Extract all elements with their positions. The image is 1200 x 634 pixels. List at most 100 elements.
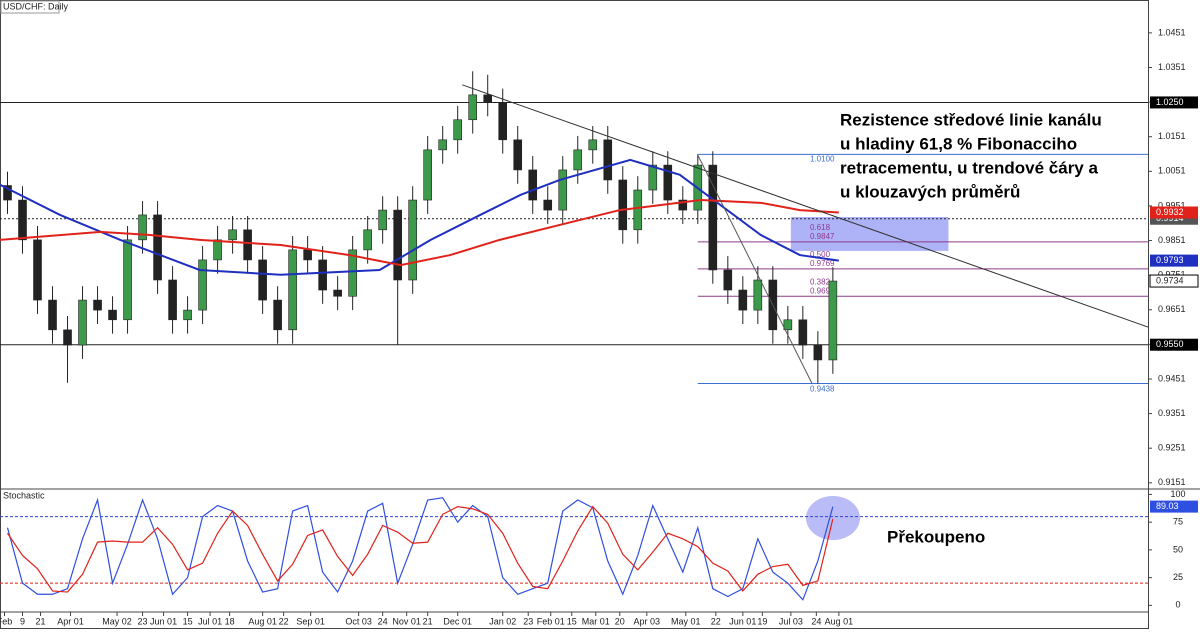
price-tag-label: 0.9734 bbox=[1156, 275, 1184, 285]
candle-body bbox=[393, 209, 402, 281]
y-tick-label: 0.9151 bbox=[1158, 477, 1186, 487]
y-tick-label: 1.0351 bbox=[1158, 62, 1186, 72]
annotation: retracementu, u trendové čáry a bbox=[840, 158, 1098, 177]
candle-body bbox=[753, 279, 763, 311]
candle-body bbox=[588, 139, 598, 151]
candle-body bbox=[738, 289, 748, 311]
x-tick-label: 23 bbox=[138, 616, 148, 626]
candle-body bbox=[123, 239, 132, 321]
y-tick-label: 1.0451 bbox=[1158, 27, 1186, 37]
stoch-tick-label: 25 bbox=[1173, 572, 1183, 582]
candle-body bbox=[63, 329, 72, 346]
y-tick-label: 0.9851 bbox=[1158, 235, 1186, 245]
candle-body bbox=[183, 309, 192, 321]
x-tick-label: 19 bbox=[757, 616, 767, 626]
stoch-tick-label: 100 bbox=[1170, 489, 1185, 499]
candle-body bbox=[33, 239, 42, 301]
y-tick-label: 0.9951 bbox=[1158, 200, 1186, 210]
price-tag bbox=[1149, 274, 1199, 288]
x-tick-label: May 02 bbox=[102, 616, 132, 626]
x-tick-label: Aug 01 bbox=[248, 616, 277, 626]
stoch-note: Překoupeno bbox=[887, 527, 985, 546]
fib-label: 0.9847 bbox=[810, 232, 835, 241]
candle-body bbox=[828, 280, 838, 361]
stoch-tick-label: 0 bbox=[1175, 600, 1180, 610]
candle-body bbox=[408, 199, 417, 281]
candle-body bbox=[723, 269, 733, 291]
candle-body bbox=[93, 299, 102, 311]
x-tick-label: Mar 01 bbox=[582, 616, 610, 626]
x-tick-label: 15 bbox=[567, 616, 577, 626]
x-tick-label: 22 bbox=[279, 616, 289, 626]
fib-label: 0.9690 bbox=[810, 286, 835, 295]
x-tick-label: 21 bbox=[36, 616, 46, 626]
price-tag bbox=[1150, 254, 1198, 267]
candle-body bbox=[153, 214, 162, 281]
stochastic-title: Stochastic bbox=[3, 490, 45, 500]
candle-body bbox=[618, 179, 628, 231]
candle-body bbox=[708, 164, 718, 271]
x-tick-label: Feb bbox=[0, 616, 12, 626]
stoch-tick-label: 50 bbox=[1173, 544, 1183, 554]
price-tag bbox=[1150, 338, 1198, 351]
candle-body bbox=[633, 189, 643, 231]
candle-body bbox=[648, 164, 658, 191]
candle-body bbox=[603, 139, 613, 181]
x-tick-label: 23 bbox=[523, 616, 533, 626]
candle-body bbox=[168, 279, 177, 321]
candle-body bbox=[513, 139, 523, 171]
zone bbox=[790, 217, 949, 251]
candle-body bbox=[348, 249, 357, 297]
candle-body bbox=[573, 149, 583, 171]
x-tick-label: Nov 01 bbox=[392, 616, 421, 626]
title-box bbox=[0, 0, 60, 14]
annotation: u hladiny 61,8 % Fibonacciho bbox=[840, 134, 1077, 153]
trendline bbox=[697, 154, 813, 384]
y-tick-label: 1.0151 bbox=[1158, 131, 1186, 141]
x-tick-label: 24 bbox=[811, 616, 821, 626]
fib-label: 1.0100 bbox=[810, 154, 835, 163]
candle-body bbox=[258, 259, 267, 301]
candle-body bbox=[798, 319, 808, 346]
candle-body bbox=[78, 299, 87, 346]
frame bbox=[0, 0, 1149, 629]
candle-body bbox=[813, 344, 823, 361]
candle-body bbox=[543, 199, 553, 211]
x-tick-label: Jun 01 bbox=[150, 616, 177, 626]
moving-average bbox=[0, 158, 840, 276]
x-tick-label: Oct 03 bbox=[345, 616, 372, 626]
y-tick-label: 0.9451 bbox=[1158, 373, 1186, 383]
y-tick-label: 1.0051 bbox=[1158, 166, 1186, 176]
x-tick-label: Aug 01 bbox=[825, 616, 854, 626]
candle-body bbox=[138, 214, 147, 241]
x-tick-label: Sep 01 bbox=[296, 616, 325, 626]
annotation: u klouzavých průměrů bbox=[840, 182, 1020, 201]
stoch-tag bbox=[1150, 500, 1198, 513]
x-tick-label: 24 bbox=[378, 616, 388, 626]
candle-body bbox=[108, 309, 117, 321]
x-tick-label: Jul 01 bbox=[198, 616, 222, 626]
stoch-line bbox=[6, 497, 834, 601]
candle-body bbox=[423, 149, 432, 201]
candle-body bbox=[288, 249, 297, 331]
candle-body bbox=[333, 289, 342, 297]
x-tick-label: Jun 01 bbox=[729, 616, 756, 626]
y-tick-label: 0.9751 bbox=[1158, 270, 1186, 280]
x-tick-label: 22 bbox=[711, 616, 721, 626]
candle-body bbox=[498, 102, 508, 141]
x-tick-label: Apr 01 bbox=[57, 616, 84, 626]
y-tick-label: 0.9351 bbox=[1158, 408, 1186, 418]
fib-label: 0.9438 bbox=[810, 385, 835, 394]
candle-body bbox=[558, 169, 568, 211]
price-tag-label: 0.9793 bbox=[1156, 255, 1184, 265]
annotation: Rezistence středové linie kanálu bbox=[840, 110, 1102, 129]
x-tick-label: 15 bbox=[183, 616, 193, 626]
candle-body bbox=[363, 229, 372, 251]
x-tick-label: Feb 01 bbox=[537, 616, 565, 626]
candle-body bbox=[438, 139, 447, 151]
x-tick-label: May 01 bbox=[671, 616, 701, 626]
candle-body bbox=[243, 229, 252, 261]
candle-body bbox=[528, 169, 538, 201]
